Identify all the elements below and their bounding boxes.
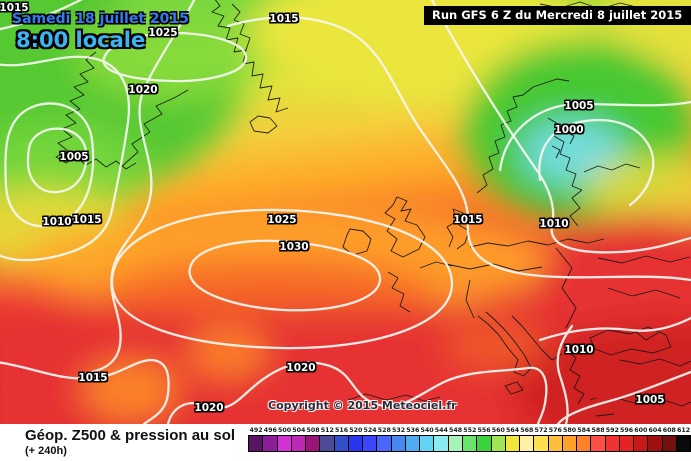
scale-value: 536 — [406, 427, 420, 434]
scale-value: 592 — [605, 427, 619, 434]
scale-swatch — [504, 435, 521, 452]
color-scale: 492 496 500 504 508 512 516 520 524 528 532 536 540 5… — [248, 427, 691, 452]
scale-value: 596 — [620, 427, 634, 434]
scale-value: 600 — [634, 427, 648, 434]
field-blobs — [0, 0, 691, 424]
scale-value: 544 — [434, 427, 448, 434]
geopotential-field-svg — [0, 0, 691, 424]
scale-value: 576 — [548, 427, 562, 434]
scale-swatch — [647, 435, 663, 452]
scale-swatch — [362, 435, 378, 452]
scale-swatch — [576, 435, 592, 452]
scale-value: 504 — [292, 427, 306, 434]
scale-swatch — [547, 435, 563, 452]
scale-value: 568 — [520, 427, 534, 434]
scale-value: 556 — [477, 427, 491, 434]
scale-value: 520 — [349, 427, 363, 434]
scale-swatch — [604, 435, 620, 452]
scale-swatch — [305, 435, 321, 452]
scale-value: 524 — [363, 427, 377, 434]
scale-value: 548 — [449, 427, 463, 434]
scale-swatch — [461, 435, 478, 452]
scale-value: 500 — [278, 427, 292, 434]
scale-swatch — [490, 435, 506, 452]
scale-value: 564 — [506, 427, 520, 434]
scale-swatch — [333, 435, 349, 452]
scale-swatch — [433, 435, 449, 452]
scale-value: 540 — [420, 427, 434, 434]
isobar-contours — [0, 0, 691, 424]
scale-value: 584 — [577, 427, 591, 434]
scale-swatch — [633, 435, 649, 452]
scale-value: 580 — [563, 427, 577, 434]
scale-swatch — [276, 435, 292, 452]
scale-value: 612 — [677, 427, 691, 434]
scale-swatch — [390, 435, 406, 452]
scale-value: 528 — [377, 427, 391, 434]
scale-value: 496 — [263, 427, 277, 434]
scale-value: 532 — [392, 427, 406, 434]
scale-swatch — [319, 435, 335, 452]
map-area: 1015 1025 1015 1020 1005 1005 1000 1010 1015 1025… — [0, 0, 691, 424]
scale-value: 608 — [662, 427, 676, 434]
scale-swatch — [661, 435, 677, 452]
chart-title: Géop. Z500 & pression au sol — [25, 427, 236, 444]
scale-value: 572 — [534, 427, 548, 434]
scale-swatch — [447, 435, 463, 452]
forecast-hour: (+ 240h) — [25, 445, 67, 457]
scale-swatch — [590, 435, 606, 452]
color-scale-values: 492 496 500 504 508 512 516 520 524 528 532 536 540 5… — [249, 427, 691, 434]
scale-swatch — [519, 435, 535, 452]
scale-swatch — [347, 435, 364, 452]
color-scale-swatches — [248, 435, 691, 452]
scale-swatch — [376, 435, 392, 452]
scale-swatch — [618, 435, 635, 452]
scale-swatch — [404, 435, 421, 452]
scale-value: 516 — [335, 427, 349, 434]
scale-swatch — [476, 435, 492, 452]
scale-value: 508 — [306, 427, 320, 434]
scale-value: 512 — [320, 427, 334, 434]
scale-swatch — [419, 435, 435, 452]
scale-value: 552 — [463, 427, 477, 434]
scale-value: 492 — [249, 427, 263, 434]
legend-bar: Géop. Z500 & pression au sol (+ 240h) 49… — [0, 424, 691, 461]
scale-swatch — [533, 435, 549, 452]
scale-swatch — [248, 435, 264, 452]
scale-swatch — [262, 435, 278, 452]
scale-value: 604 — [648, 427, 662, 434]
scale-swatch — [675, 435, 691, 452]
scale-swatch — [561, 435, 578, 452]
scale-swatch — [290, 435, 307, 452]
scale-value: 560 — [491, 427, 505, 434]
scale-value: 588 — [591, 427, 605, 434]
